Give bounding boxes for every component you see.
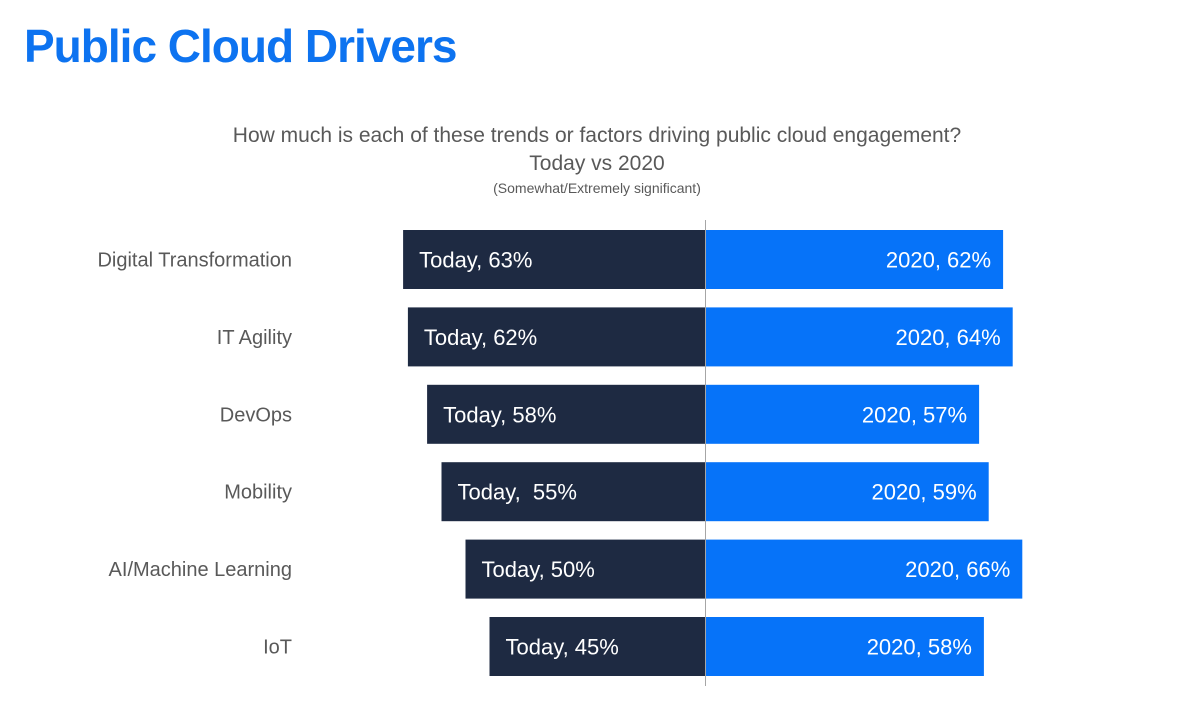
category-label: DevOps bbox=[220, 404, 292, 426]
data-label-today: Today, 50% bbox=[482, 557, 595, 582]
bar-2020 bbox=[705, 384, 980, 444]
bar-2020 bbox=[705, 462, 989, 522]
page-title: Public Cloud Drivers bbox=[24, 20, 457, 72]
data-label-2020: 2020, 58% bbox=[867, 635, 972, 660]
category-label: IoT bbox=[263, 637, 292, 659]
category-label: AI/Machine Learning bbox=[109, 559, 292, 581]
category-label: Digital Transformation bbox=[97, 250, 292, 272]
chart-subtitle: Today vs 2020 bbox=[529, 152, 665, 175]
data-label-today: Today, 63% bbox=[419, 248, 532, 273]
bar-today bbox=[441, 462, 706, 522]
bar-2020 bbox=[705, 230, 1004, 289]
chart-note: (Somewhat/Extremely significant) bbox=[493, 180, 701, 196]
chart-heading: How much is each of these trends or fact… bbox=[0, 122, 1194, 198]
data-label-2020: 2020, 59% bbox=[871, 480, 976, 505]
data-label-today: Today, 58% bbox=[443, 402, 556, 427]
bar-2020 bbox=[705, 307, 1013, 367]
bar-today bbox=[407, 307, 706, 367]
chart-title: How much is each of these trends or fact… bbox=[232, 124, 962, 147]
data-label-2020: 2020, 66% bbox=[905, 557, 1010, 582]
bar-today bbox=[427, 384, 706, 444]
data-label-2020: 2020, 62% bbox=[886, 248, 991, 273]
bar-today bbox=[465, 539, 706, 599]
data-label-2020: 2020, 57% bbox=[862, 402, 967, 427]
data-label-today: Today, 45% bbox=[506, 635, 619, 660]
bar-today bbox=[403, 230, 706, 289]
bar-2020 bbox=[705, 539, 1023, 599]
bar-2020 bbox=[705, 617, 984, 676]
data-label-today: Today, 62% bbox=[424, 325, 537, 350]
data-label-today: Today, 55% bbox=[458, 480, 577, 505]
category-label: Mobility bbox=[224, 482, 292, 504]
category-label: IT Agility bbox=[217, 327, 292, 349]
bar-today bbox=[489, 617, 706, 676]
data-label-2020: 2020, 64% bbox=[895, 325, 1000, 350]
